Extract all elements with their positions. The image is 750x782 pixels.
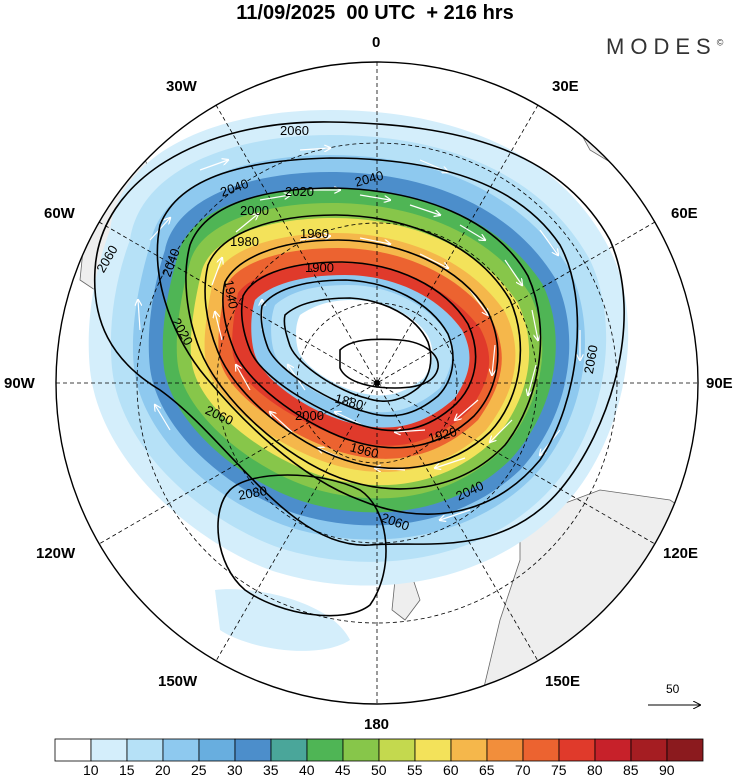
colorbar-swatch	[306, 738, 344, 762]
colorbar-swatch	[630, 738, 668, 762]
colorbar-swatch	[342, 738, 380, 762]
wind-speed-shading	[88, 110, 629, 651]
height-contours	[93, 121, 625, 617]
colorbar-swatch	[126, 738, 164, 762]
contour-labels: 2060 2060 2060 2060 2060 2040 2040 2040 …	[93, 123, 600, 534]
contour-label-2000: 2000	[240, 203, 269, 218]
brand-mark: ©	[716, 37, 724, 48]
colorbar-swatch	[90, 738, 128, 762]
contour-label-1960: 1960	[300, 226, 329, 241]
lon-label-180: 180	[364, 716, 390, 733]
lon-label-120e: 120E	[663, 545, 699, 562]
colorbar-tick-label: 55	[407, 762, 423, 778]
colorbar-swatch	[522, 738, 560, 762]
contour-label-2060: 2060	[280, 123, 309, 138]
colorbar-tick-label: 20	[155, 762, 171, 778]
colorbar-tick-label: 10	[83, 762, 99, 778]
colorbar-tick-label: 30	[227, 762, 243, 778]
lon-label-60e: 60E	[671, 205, 698, 222]
wind-scale-label: 50	[666, 682, 680, 696]
colorbar-swatch	[450, 738, 488, 762]
graticule	[56, 62, 698, 704]
colorbar-tick-label: 80	[587, 762, 603, 778]
lon-label-0: 0	[372, 34, 381, 51]
colorbar-swatch	[198, 738, 236, 762]
colorbar-tick-label: 90	[659, 762, 675, 778]
contour-label-1920: 1920	[427, 424, 459, 446]
lon-label-120w: 120W	[36, 545, 76, 562]
contour-label-1980: 1980	[230, 234, 259, 249]
colorbar-tick-label: 15	[119, 762, 135, 778]
lon-label-150w: 150W	[158, 673, 198, 690]
colorbar-tick-label: 40	[299, 762, 315, 778]
colorbar-swatch	[162, 738, 200, 762]
colorbar-swatch	[666, 738, 704, 762]
colorbar-tick-label: 60	[443, 762, 459, 778]
contour-label-2020: 2020	[285, 184, 314, 199]
colorbar-swatch	[594, 738, 632, 762]
brand-logo: MODES©	[606, 34, 723, 60]
chart-title: 11/09/2025 00 UTC + 216 hrs	[236, 2, 514, 24]
contour-label-1960: 1960	[348, 439, 380, 461]
lon-label-60w: 60W	[44, 205, 75, 222]
colorbar-swatch	[414, 738, 452, 762]
colorbar-swatch	[486, 738, 524, 762]
colorbar-tick-label: 35	[263, 762, 279, 778]
colorbar-tick-label: 70	[515, 762, 531, 778]
colorbar-swatch	[558, 738, 596, 762]
lon-label-90e: 90E	[706, 375, 733, 392]
contour-label-2080: 2080	[237, 483, 268, 503]
contour-label-2040: 2040	[353, 168, 385, 190]
colorbar-swatch	[54, 738, 92, 762]
map-frame	[55, 61, 699, 705]
contour-label-1940: 1940	[221, 279, 241, 310]
colorbar-swatch	[270, 738, 308, 762]
colorbar-swatch	[378, 738, 416, 762]
contour-label-2060: 2060	[581, 344, 601, 375]
contour-label-2000: 2000	[295, 408, 324, 423]
lon-label-90w: 90W	[4, 375, 35, 392]
colorbar-tick-label: 75	[551, 762, 567, 778]
lon-label-150e: 150E	[545, 673, 581, 690]
contour-label-1900: 1900	[305, 260, 334, 275]
lon-label-30e: 30E	[552, 78, 579, 95]
lon-label-30w: 30W	[166, 78, 197, 95]
colorbar-tick-label: 45	[335, 762, 351, 778]
south-pole-marker	[374, 380, 380, 386]
brand-text: MODES	[606, 34, 717, 59]
colorbar-tick-label: 50	[371, 762, 387, 778]
colorbar-swatch	[234, 738, 272, 762]
colorbar-tick-label: 85	[623, 762, 639, 778]
contour-label-1880: 1880	[333, 391, 365, 413]
colorbar-tick-label: 65	[479, 762, 495, 778]
colorbar-tick-label: 25	[191, 762, 207, 778]
colorbar	[54, 738, 704, 762]
